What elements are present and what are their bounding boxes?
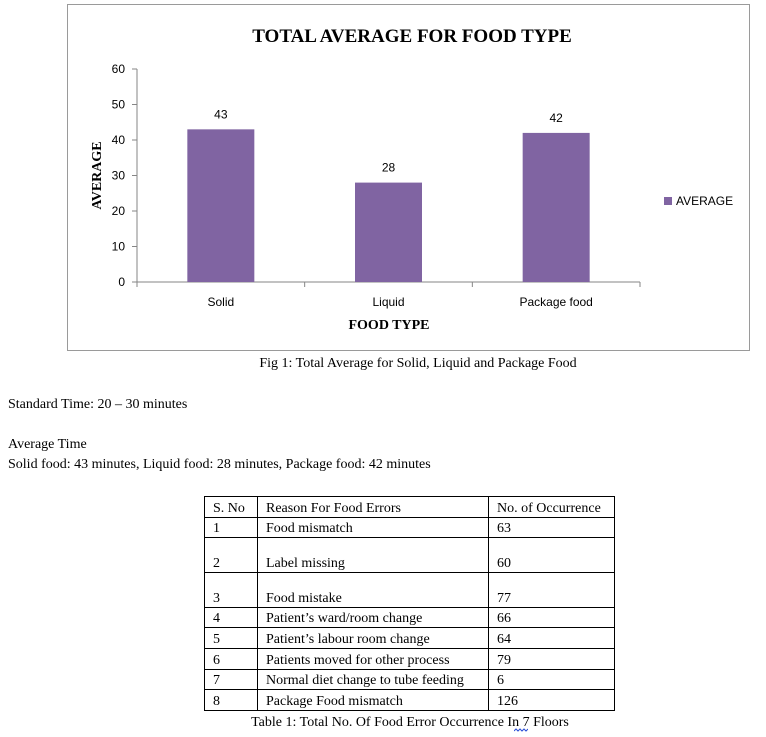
data-label: 43: [214, 107, 228, 121]
bar: [355, 182, 422, 282]
legend-label: AVERAGE: [676, 194, 733, 208]
cell-sno: 4: [204, 607, 258, 628]
y-tick-label: 30: [112, 169, 126, 183]
x-tick-label: Package food: [519, 295, 592, 309]
cell-reason: Normal diet change to tube feeding: [257, 669, 489, 690]
average-time-values: Solid food: 43 minutes, Liquid food: 28 …: [8, 457, 431, 472]
cell-sno: 7: [204, 669, 258, 690]
legend-swatch: [664, 197, 672, 205]
data-label: 28: [382, 161, 396, 175]
header-sno: S. No: [204, 496, 258, 518]
cell-reason: Patients moved for other process: [257, 648, 489, 670]
table-row: 6 Patients moved for other process 79: [204, 648, 615, 670]
cell-reason: Patient’s ward/room change: [257, 607, 489, 628]
table-row: 4 Patient’s ward/room change 66: [204, 607, 615, 628]
cell-occurrence: 126: [488, 689, 615, 711]
x-tick-label: Liquid: [372, 295, 404, 309]
chart-frame: TOTAL AVERAGE FOR FOOD TYPE 0 10 20 30 40 50 60…: [67, 4, 750, 351]
food-errors-table: S. No Reason For Food Errors No. of Occu…: [204, 496, 615, 711]
cell-occurrence: 79: [488, 648, 615, 670]
y-tick-label: 50: [112, 98, 126, 112]
cell-reason: Package Food mismatch: [257, 689, 489, 711]
table-caption: Table 1: Total No. Of Food Error Occurre…: [251, 715, 569, 730]
y-tick-label: 10: [112, 240, 126, 254]
average-time-heading: Average Time: [8, 437, 87, 452]
figure-caption: Fig 1: Total Average for Solid, Liquid a…: [259, 356, 577, 371]
x-axis-title: FOOD TYPE: [348, 318, 429, 333]
bar-chart: TOTAL AVERAGE FOR FOOD TYPE 0 10 20 30 40 50 60…: [90, 26, 733, 333]
cell-reason: Food mistake: [257, 572, 489, 608]
cell-sno: 1: [204, 517, 258, 538]
cell-occurrence: 64: [488, 627, 615, 649]
cell-occurrence: 66: [488, 607, 615, 628]
cell-sno: 8: [204, 689, 258, 711]
bar: [187, 129, 255, 282]
spellcheck-squiggle: [514, 728, 528, 732]
y-tick-label: 0: [118, 275, 125, 289]
table-row: 3 Food mistake 77: [204, 572, 615, 608]
cell-occurrence: 77: [488, 572, 615, 608]
cell-occurrence: 6: [488, 669, 615, 690]
y-axis-title: AVERAGE: [90, 141, 105, 209]
table-row: 7 Normal diet change to tube feeding 6: [204, 669, 615, 690]
cell-sno: 3: [204, 572, 258, 608]
standard-time-text: Standard Time: 20 – 30 minutes: [8, 397, 188, 412]
cell-occurrence: 60: [488, 537, 615, 573]
cell-occurrence: 63: [488, 517, 615, 538]
cell-sno: 6: [204, 648, 258, 670]
y-tick-label: 20: [112, 204, 126, 218]
y-tick-label: 40: [112, 133, 126, 147]
y-tick-label: 60: [112, 62, 126, 76]
cell-reason: Label missing: [257, 537, 489, 573]
data-label: 42: [549, 111, 563, 125]
chart-title: TOTAL AVERAGE FOR FOOD TYPE: [252, 26, 572, 47]
bar: [522, 132, 590, 282]
cell-reason: Food mismatch: [257, 517, 489, 538]
table-header-row: S. No Reason For Food Errors No. of Occu…: [204, 496, 615, 518]
table-row: 1 Food mismatch 63: [204, 517, 615, 538]
table-row: 2 Label missing 60: [204, 537, 615, 573]
cell-sno: 5: [204, 627, 258, 649]
cell-sno: 2: [204, 537, 258, 573]
x-tick-label: Solid: [207, 295, 234, 309]
table-row: 8 Package Food mismatch 126: [204, 689, 615, 711]
table-row: 5 Patient’s labour room change 64: [204, 627, 615, 649]
header-reason: Reason For Food Errors: [257, 496, 489, 518]
cell-reason: Patient’s labour room change: [257, 627, 489, 649]
header-occurrence: No. of Occurrence: [488, 496, 615, 518]
